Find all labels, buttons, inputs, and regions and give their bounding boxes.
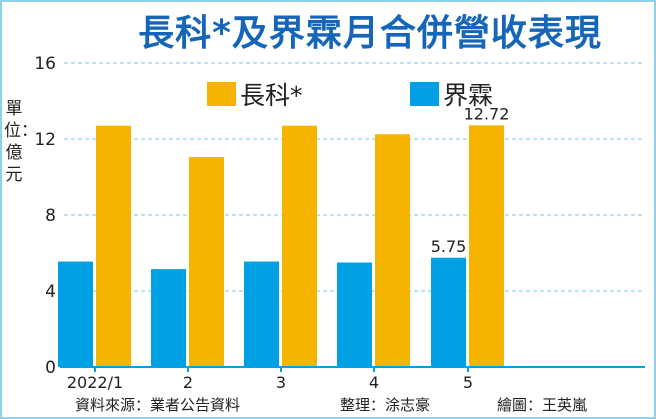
x-tick-label: 2022/1 [67, 373, 123, 392]
bar-changke [189, 157, 224, 367]
illustrator-note: 繪圖：王英嵐 [497, 396, 588, 414]
bar-changke [469, 125, 504, 367]
editor-note: 整理：涂志豪 [340, 396, 431, 414]
y-tick-label: 16 [34, 54, 56, 74]
bar-changke [96, 125, 131, 367]
y-tick-label: 0 [45, 358, 56, 378]
y-tick-label: 12 [34, 130, 56, 150]
bar-jielin [337, 262, 372, 367]
bar-changke [375, 134, 410, 367]
bar-jielin [151, 269, 186, 367]
bar-changke [282, 125, 317, 367]
bar-jielin [431, 257, 466, 367]
chart-title: 長科*及界霖月合併營收表現 [138, 13, 602, 54]
y-tick-label: 4 [45, 282, 56, 302]
legend-label: 界霖 [443, 81, 493, 110]
y-tick-label: 8 [45, 206, 56, 226]
x-tick-label: 2 [183, 373, 193, 392]
x-tick-label: 4 [369, 373, 379, 392]
legend-swatch [410, 82, 439, 106]
data-label: 5.75 [431, 237, 467, 256]
legend-swatch [207, 82, 236, 106]
x-tick-label: 5 [463, 373, 473, 392]
data-label: 12.72 [464, 104, 510, 123]
bar-jielin [58, 261, 93, 367]
legend-label: 長科* [240, 81, 303, 110]
source-note: 資料來源：業者公告資料 [75, 396, 241, 414]
x-tick-label: 3 [276, 373, 286, 392]
bar-jielin [244, 261, 279, 367]
